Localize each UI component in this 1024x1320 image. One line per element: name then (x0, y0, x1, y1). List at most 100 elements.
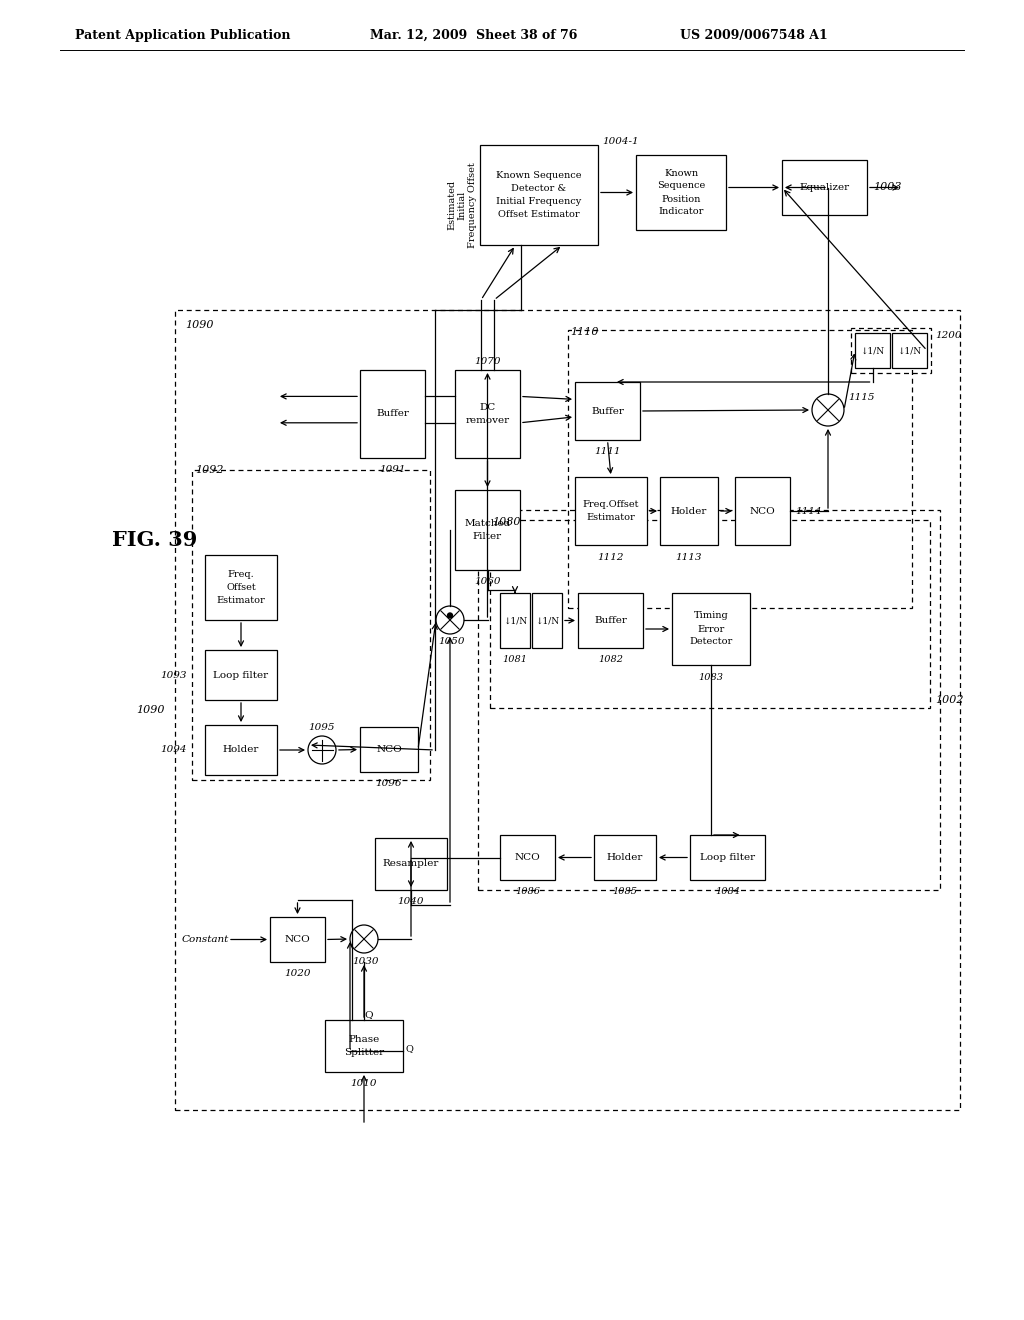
Text: Resampler: Resampler (383, 859, 439, 869)
Text: Mar. 12, 2009  Sheet 38 of 76: Mar. 12, 2009 Sheet 38 of 76 (370, 29, 578, 41)
Text: Detector: Detector (689, 638, 732, 647)
Text: 1094: 1094 (161, 746, 187, 755)
Bar (455, 490, 520, 570)
Text: Estimator: Estimator (587, 513, 635, 521)
Text: 1080: 1080 (492, 517, 520, 527)
Text: Holder: Holder (223, 746, 259, 755)
Text: Buffer: Buffer (594, 616, 627, 624)
Bar (568, 330, 912, 609)
Text: Indicator: Indicator (658, 207, 703, 216)
Bar (478, 510, 940, 890)
Text: 1091: 1091 (379, 466, 406, 474)
Text: 1083: 1083 (698, 672, 724, 681)
Bar (360, 727, 418, 772)
Bar (270, 917, 325, 962)
Text: 1113: 1113 (676, 553, 702, 561)
Bar (672, 593, 750, 665)
Bar (325, 1020, 403, 1072)
Text: 1096: 1096 (376, 780, 402, 788)
Text: Loop filter: Loop filter (700, 853, 755, 862)
Text: NCO: NCO (376, 744, 401, 754)
Text: Freq.: Freq. (227, 570, 254, 579)
Text: Sequence: Sequence (656, 181, 706, 190)
Text: 1086: 1086 (515, 887, 540, 896)
Text: 1090: 1090 (136, 705, 165, 715)
Bar (660, 477, 718, 545)
Text: Known: Known (664, 169, 698, 177)
Text: 1010: 1010 (351, 1080, 377, 1089)
Text: Equalizer: Equalizer (800, 183, 850, 191)
Bar (193, 470, 430, 780)
Text: 1082: 1082 (598, 656, 623, 664)
Text: Estimated
Initial
Frequency Offset: Estimated Initial Frequency Offset (447, 162, 477, 248)
Text: Phase: Phase (348, 1035, 380, 1044)
Text: 1111: 1111 (594, 447, 621, 457)
Text: Freq.Offset: Freq.Offset (583, 500, 639, 510)
Text: Loop filter: Loop filter (213, 671, 268, 680)
Text: 1081: 1081 (503, 656, 527, 664)
Text: 1060: 1060 (474, 578, 501, 586)
Text: NCO: NCO (515, 853, 541, 862)
Text: 1085: 1085 (612, 887, 638, 896)
Text: Constant: Constant (181, 935, 228, 944)
Text: 1003: 1003 (873, 182, 901, 193)
Text: Initial Frequency: Initial Frequency (497, 197, 582, 206)
Bar (490, 520, 930, 708)
Text: 1090: 1090 (185, 319, 213, 330)
Bar (636, 154, 726, 230)
Bar (175, 310, 961, 1110)
Text: remover: remover (466, 416, 510, 425)
Text: NCO: NCO (750, 507, 775, 516)
Text: 1092: 1092 (195, 465, 223, 475)
Bar (782, 160, 867, 215)
Bar (892, 333, 927, 368)
Text: Offset: Offset (226, 583, 256, 591)
Text: ↓1/N: ↓1/N (503, 616, 527, 624)
Text: 1030: 1030 (352, 957, 379, 965)
Text: ↓1/N: ↓1/N (535, 616, 559, 624)
Text: Position: Position (662, 194, 700, 203)
Text: Timing: Timing (693, 611, 728, 620)
Bar (205, 649, 278, 700)
Bar (855, 333, 890, 368)
Text: 1002: 1002 (935, 696, 964, 705)
Text: FIG. 39: FIG. 39 (112, 531, 198, 550)
Text: Estimator: Estimator (217, 597, 265, 605)
Bar (690, 836, 765, 880)
Text: Known Sequence: Known Sequence (497, 172, 582, 180)
Text: 1070: 1070 (474, 358, 501, 367)
Bar (205, 554, 278, 620)
Text: 1110: 1110 (570, 327, 598, 337)
Text: 1084: 1084 (715, 887, 740, 896)
Text: ↓1/N: ↓1/N (860, 346, 885, 355)
Bar (205, 725, 278, 775)
Text: Splitter: Splitter (344, 1048, 384, 1057)
Bar (500, 836, 555, 880)
Bar (360, 370, 425, 458)
Bar (500, 593, 530, 648)
Bar (532, 593, 562, 648)
Bar (480, 145, 598, 246)
Bar (575, 381, 640, 440)
Text: ↓1/N: ↓1/N (897, 346, 922, 355)
Text: 1040: 1040 (397, 898, 424, 907)
Text: 1114: 1114 (795, 507, 821, 516)
Text: Holder: Holder (607, 853, 643, 862)
Text: 1095: 1095 (309, 723, 335, 733)
Text: DC: DC (479, 403, 496, 412)
Text: Offset Estimator: Offset Estimator (499, 210, 580, 219)
Bar (578, 593, 643, 648)
Bar (455, 370, 520, 458)
Text: 1004-1: 1004-1 (602, 136, 639, 145)
Text: 1115: 1115 (848, 393, 874, 403)
Bar (851, 327, 931, 374)
Circle shape (447, 612, 453, 618)
Text: Q: Q (364, 1011, 373, 1019)
Text: Filter: Filter (473, 532, 502, 541)
Text: 1093: 1093 (161, 671, 187, 680)
Text: Q: Q (406, 1044, 413, 1053)
Bar (594, 836, 656, 880)
Bar (735, 477, 790, 545)
Text: 1050: 1050 (438, 638, 465, 647)
Text: US 2009/0067548 A1: US 2009/0067548 A1 (680, 29, 827, 41)
